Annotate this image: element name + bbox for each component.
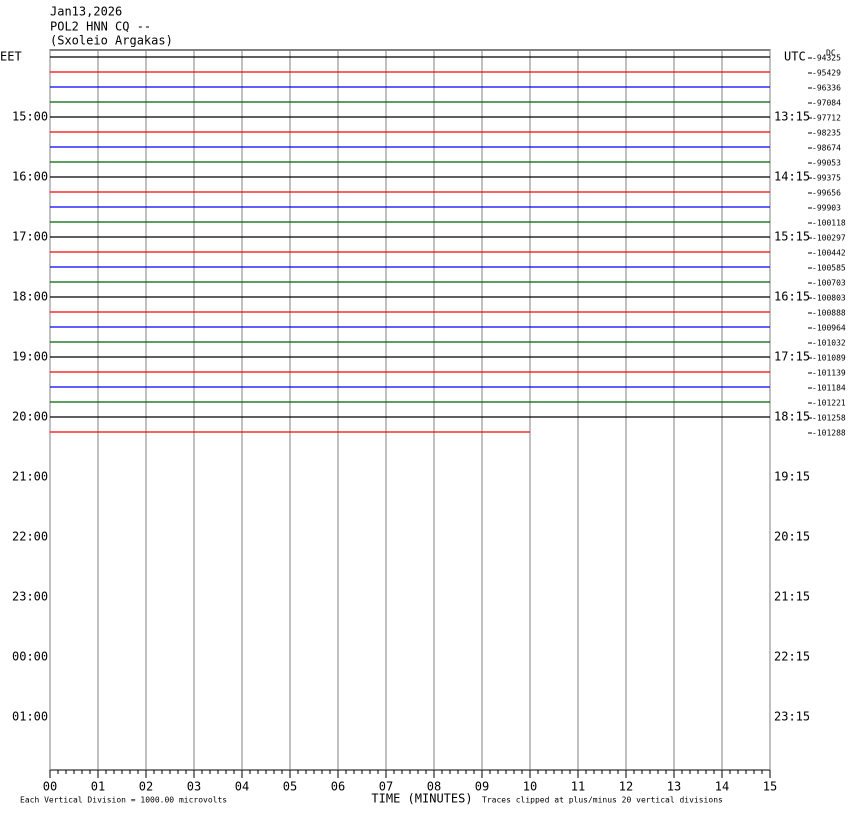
x-tick-label: 12 <box>619 780 633 794</box>
dc-offset-label: -100964 <box>812 324 846 333</box>
x-tick-label: 13 <box>667 780 681 794</box>
dc-offset-label: -101221 <box>812 399 846 408</box>
x-tick-label: 00 <box>43 780 57 794</box>
dc-offset-label: -94325 <box>812 54 841 63</box>
clip-note: Traces clipped at plus/minus 20 vertical… <box>482 796 723 805</box>
dc-offset-label: -100803 <box>812 294 846 303</box>
left-time-label: 00:00 <box>12 650 48 664</box>
dc-offset-label: -99375 <box>812 174 841 183</box>
dc-offset-label: -101089 <box>812 354 846 363</box>
x-tick-label: 11 <box>571 780 585 794</box>
x-tick-label: 07 <box>379 780 393 794</box>
dc-offset-label: -98235 <box>812 129 841 138</box>
x-tick-label: 02 <box>139 780 153 794</box>
left-time-label: 19:00 <box>12 350 48 364</box>
left-time-label: 16:00 <box>12 170 48 184</box>
left-time-label: 21:00 <box>12 470 48 484</box>
left-time-label: 22:00 <box>12 530 48 544</box>
dc-offset-label: -100585 <box>812 264 846 273</box>
dc-offset-label: -100118 <box>812 219 846 228</box>
right-time-label: 20:15 <box>774 530 810 544</box>
right-time-label: 18:15 <box>774 410 810 424</box>
left-time-label: 20:00 <box>12 410 48 424</box>
right-time-label: 13:15 <box>774 110 810 124</box>
dc-offset-label: -101184 <box>812 384 846 393</box>
x-tick-label: 08 <box>427 780 441 794</box>
plot-frame <box>49 49 771 771</box>
x-tick-label: 10 <box>523 780 537 794</box>
date: Jan13,2026 <box>50 5 122 19</box>
right-timezone: UTC <box>784 50 806 64</box>
dc-offset-label: -101288 <box>812 429 846 438</box>
right-time-label: 15:15 <box>774 230 810 244</box>
dc-offset-label: -100442 <box>812 249 846 258</box>
x-tick-label: 05 <box>283 780 297 794</box>
dc-offset-label: -100703 <box>812 279 846 288</box>
x-axis-title: TIME (MINUTES) <box>371 792 472 806</box>
x-tick-label: 03 <box>187 780 201 794</box>
right-time-label: 16:15 <box>774 290 810 304</box>
right-time-label: 22:15 <box>774 650 810 664</box>
left-timezone: EET <box>0 50 22 64</box>
x-tick-label: 04 <box>235 780 249 794</box>
dc-offset-label: -100888 <box>812 309 846 318</box>
dc-offset-label: -98674 <box>812 144 841 153</box>
right-time-label: 14:15 <box>774 170 810 184</box>
left-time-label: 15:00 <box>12 110 48 124</box>
right-time-label: 17:15 <box>774 350 810 364</box>
x-tick-label: 14 <box>715 780 729 794</box>
dc-offset-label: -97712 <box>812 114 841 123</box>
right-time-label: 23:15 <box>774 710 810 724</box>
dc-offset-label: -96336 <box>812 84 841 93</box>
scale-note: Each Vertical Division = 1000.00 microvo… <box>20 796 227 805</box>
x-tick-label: 06 <box>331 780 345 794</box>
station: (Sxoleio Argakas) <box>50 34 173 48</box>
dc-header: DC <box>826 49 836 58</box>
x-tick-label: 01 <box>91 780 105 794</box>
dc-offset-label: -99053 <box>812 159 841 168</box>
x-tick-label: 15 <box>763 780 777 794</box>
right-time-label: 19:15 <box>774 470 810 484</box>
dc-offset-label: -97084 <box>812 99 841 108</box>
dc-offset-label: -95429 <box>812 69 841 78</box>
dc-offset-label: -100297 <box>812 234 846 243</box>
left-time-label: 18:00 <box>12 290 48 304</box>
dc-offset-label: -101032 <box>812 339 846 348</box>
left-time-label: 01:00 <box>12 710 48 724</box>
left-time-label: 23:00 <box>12 590 48 604</box>
x-tick-label: 09 <box>475 780 489 794</box>
dc-offset-label: -101139 <box>812 369 846 378</box>
right-time-label: 21:15 <box>774 590 810 604</box>
dc-offset-label: -99903 <box>812 204 841 213</box>
channel: POL2 HNN CQ -- <box>50 20 151 34</box>
dc-offset-label: -101258 <box>812 414 846 423</box>
left-time-label: 17:00 <box>12 230 48 244</box>
dc-offset-label: -99656 <box>812 189 841 198</box>
